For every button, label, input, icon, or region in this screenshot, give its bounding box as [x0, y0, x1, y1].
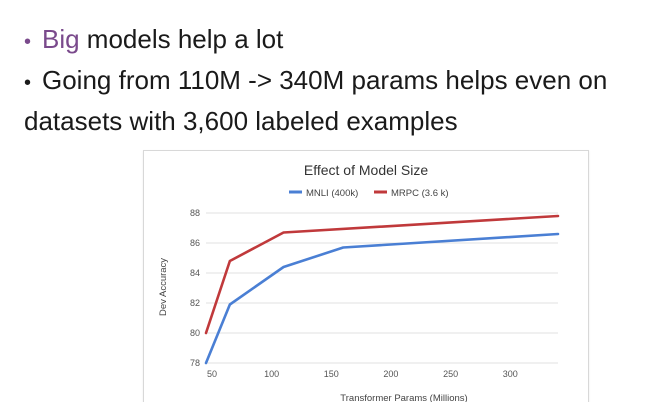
series-line-mnli [204, 232, 560, 365]
x-tick-label: 150 [324, 369, 339, 379]
bullet-highlight: Big [42, 24, 80, 54]
x-tick-label: 200 [383, 369, 398, 379]
model-size-chart: Effect of Model Size MNLI (400k) MRPC (3… [158, 162, 560, 402]
bullet-text: models help a lot [79, 24, 284, 54]
bullet-item-2: • Going from 110M -> 340M params helps ev… [24, 61, 654, 102]
x-axis-label: Transformer Params (Millions) [340, 393, 467, 402]
x-tick-label: 250 [443, 369, 458, 379]
x-tick-label: 100 [264, 369, 279, 379]
y-tick-label: 88 [190, 208, 200, 218]
y-tick-label: 78 [190, 358, 200, 368]
bullet-item-2-continued: datasets with 3,600 labeled examples [24, 102, 654, 140]
chart-series [204, 214, 560, 365]
series-line-mrpc [204, 214, 560, 335]
y-tick-label: 82 [190, 298, 200, 308]
bullet-dot: • [24, 72, 32, 94]
chart-gridlines [206, 212, 558, 364]
bullet-list: • Big models help a lot • Going from 110M … [24, 20, 654, 140]
chart-legend: MNLI (400k) MRPC (3.6 k) [289, 188, 449, 199]
bullet-dot: • [24, 31, 32, 53]
x-tick-label: 50 [207, 369, 217, 379]
bullet-item-1: • Big models help a lot [24, 20, 654, 61]
x-axis-ticks: 50 100 150 200 250 300 [207, 369, 518, 379]
chart-title: Effect of Model Size [304, 162, 428, 178]
y-axis-label: Dev Accuracy [158, 258, 169, 316]
bullet-text: datasets with 3,600 labeled examples [24, 106, 458, 136]
y-tick-label: 84 [190, 268, 200, 278]
bullet-text: Going from 110M -> 340M params helps eve… [42, 65, 608, 95]
y-axis-ticks: 78 80 82 84 86 88 [190, 208, 200, 368]
legend-label-mnli: MNLI (400k) [306, 188, 358, 199]
legend-label-mrpc: MRPC (3.6 k) [391, 188, 449, 199]
x-tick-label: 300 [503, 369, 518, 379]
y-tick-label: 86 [190, 238, 200, 248]
y-tick-label: 80 [190, 328, 200, 338]
chart-card: Effect of Model Size MNLI (400k) MRPC (3… [143, 150, 589, 402]
